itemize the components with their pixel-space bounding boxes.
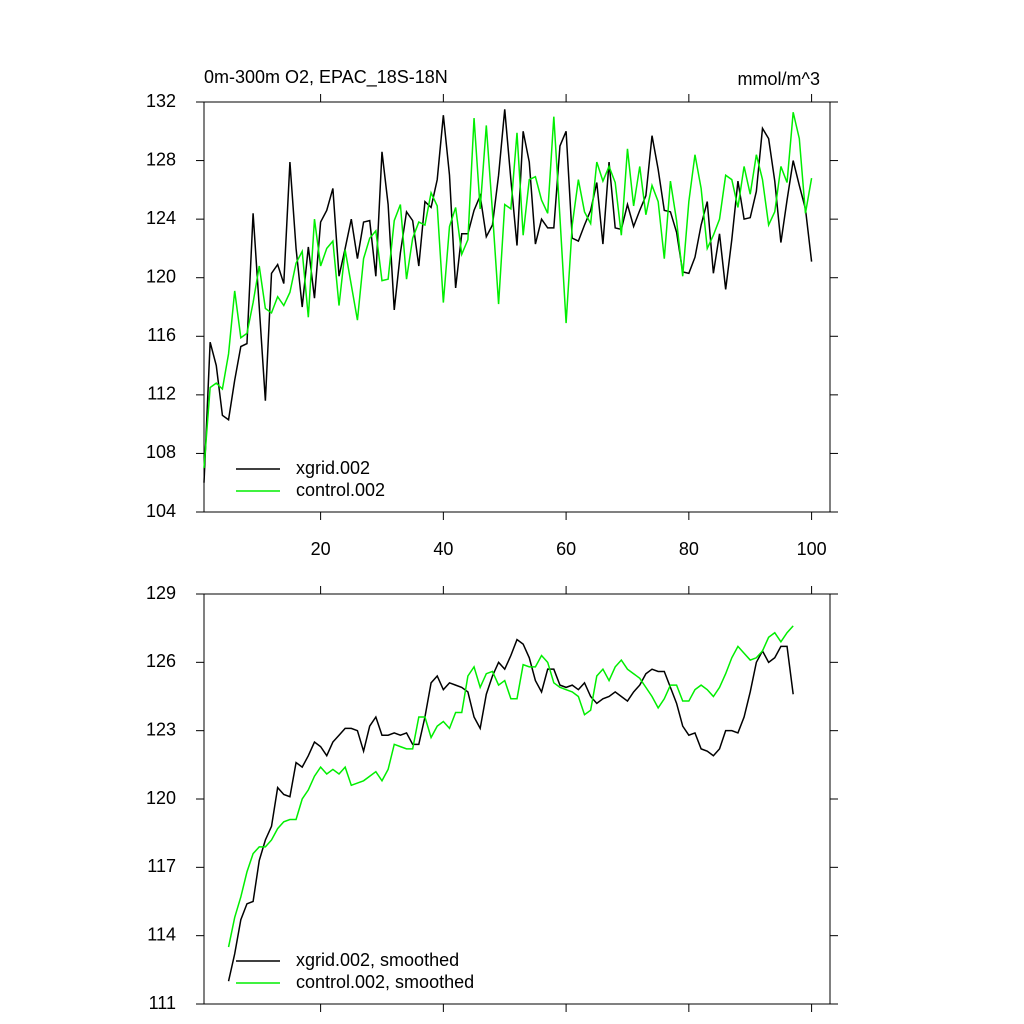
y-tick-label: 104 bbox=[146, 501, 176, 521]
units-label: mmol/m^3 bbox=[738, 69, 820, 89]
y-tick-label: 120 bbox=[146, 266, 176, 286]
y-tick-label: 126 bbox=[146, 651, 176, 671]
x-tick-label: 100 bbox=[797, 539, 827, 559]
x-tick-label: 80 bbox=[679, 539, 699, 559]
chart-title: 0m-300m O2, EPAC_18S-18N bbox=[204, 67, 448, 88]
series-line bbox=[203, 112, 813, 469]
legend-label: xgrid.002 bbox=[296, 458, 370, 478]
series-line bbox=[227, 638, 794, 982]
y-tick-label: 123 bbox=[146, 719, 176, 739]
y-tick-label: 108 bbox=[146, 442, 176, 462]
x-tick-label: 60 bbox=[556, 539, 576, 559]
y-tick-label: 117 bbox=[147, 856, 176, 876]
y-tick-label: 112 bbox=[147, 384, 176, 404]
y-tick-label: 124 bbox=[146, 208, 176, 228]
y-tick-label: 129 bbox=[146, 583, 176, 603]
series-line bbox=[227, 625, 794, 948]
y-tick-label: 120 bbox=[146, 788, 176, 808]
y-tick-label: 111 bbox=[149, 993, 176, 1013]
y-tick-label: 116 bbox=[147, 325, 176, 345]
legend-label: control.002 bbox=[296, 480, 385, 500]
plot-frame bbox=[203, 593, 831, 1005]
legend-label: xgrid.002, smoothed bbox=[296, 950, 459, 970]
x-tick-label: 40 bbox=[433, 539, 453, 559]
plot-frame bbox=[203, 101, 831, 513]
legend-label: control.002, smoothed bbox=[296, 972, 474, 992]
y-tick-label: 132 bbox=[146, 91, 176, 111]
series-line bbox=[203, 109, 813, 483]
y-tick-label: 114 bbox=[147, 924, 176, 944]
y-tick-label: 128 bbox=[146, 149, 176, 169]
x-tick-label: 20 bbox=[311, 539, 331, 559]
